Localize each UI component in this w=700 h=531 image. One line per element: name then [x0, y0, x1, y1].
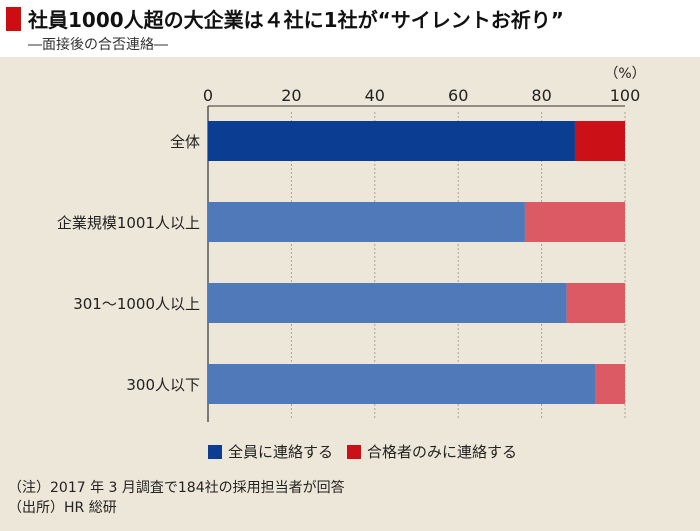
legend: 全員に連絡する 合格者のみに連絡する	[208, 441, 531, 462]
bar-all-contact	[208, 364, 596, 404]
x-tick-label: 0	[203, 86, 213, 105]
legend-item-all-contact: 全員に連絡する	[208, 441, 333, 462]
x-tick-label: 40	[365, 86, 385, 105]
category-label: 企業規模1001人以上	[57, 214, 200, 232]
chart-subtitle: ―面接後の合否連絡―	[28, 37, 168, 53]
bar-passers-only	[574, 121, 625, 161]
category-label: 全体	[170, 133, 200, 151]
bar-passers-only	[595, 364, 625, 404]
legend-swatch-all-contact	[208, 444, 222, 459]
survey-note: （注）2017 年 3 月調査で184社の採用担当者が回答	[8, 480, 345, 496]
category-label: 301～1000人以上	[73, 295, 200, 313]
bar-all-contact	[208, 202, 525, 242]
unit-label: （%）	[604, 66, 645, 82]
bar-passers-only	[524, 202, 625, 242]
category-label: 300人以下	[126, 376, 200, 394]
source-note: （出所）HR 総研	[8, 500, 117, 516]
bar-passers-only	[566, 283, 625, 323]
header: 社員1000人超の大企業は４社に1社が“サイレントお祈り” ―面接後の合否連絡―	[0, 0, 700, 57]
x-tick-label: 60	[448, 86, 468, 105]
legend-swatch-passers-only	[347, 444, 362, 459]
x-tick-label: 100	[610, 86, 641, 105]
bar-all-contact	[208, 283, 567, 323]
bar-all-contact	[208, 121, 575, 161]
title-marker	[6, 7, 21, 31]
legend-label-all-contact: 全員に連絡する	[228, 443, 334, 461]
legend-label-passers-only: 合格者のみに連絡する	[367, 443, 518, 461]
x-tick-label: 80	[531, 86, 551, 105]
chart-title: 社員1000人超の大企業は４社に1社が“サイレントお祈り”	[28, 8, 564, 32]
x-tick-label: 20	[281, 86, 301, 105]
legend-item-passers-only: 合格者のみに連絡する	[347, 441, 517, 462]
notes: （注）2017 年 3 月調査で184社の採用担当者が回答 （出所）HR 総研	[8, 478, 345, 518]
